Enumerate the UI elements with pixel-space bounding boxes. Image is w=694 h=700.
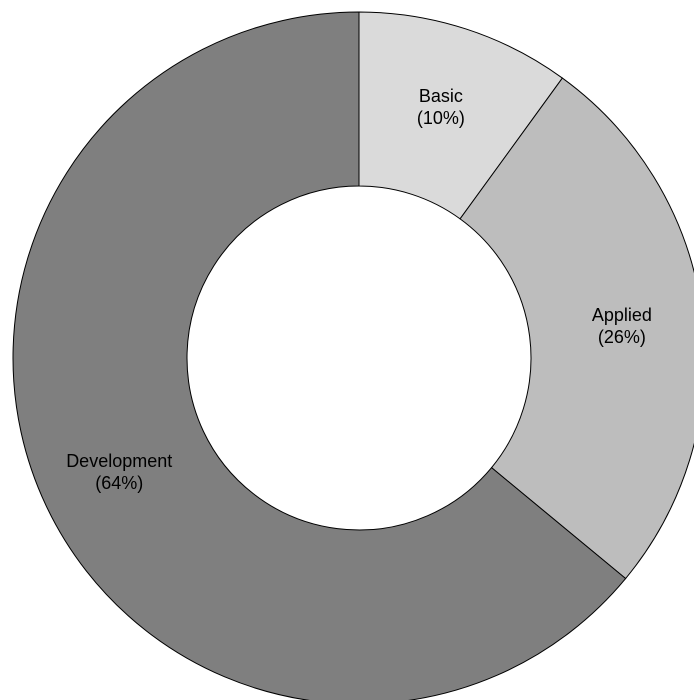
slice-label-development: Development bbox=[66, 451, 172, 471]
slice-development bbox=[12, 11, 627, 700]
slice-applied bbox=[459, 77, 694, 580]
slice-group bbox=[12, 11, 694, 700]
slice-basic bbox=[358, 11, 564, 220]
slice-label-applied: Applied bbox=[592, 305, 652, 325]
slice-percent-development: (64%) bbox=[95, 473, 143, 493]
label-group: Basic(10%) Applied(26%) Development(64%) bbox=[66, 86, 652, 493]
slice-percent-applied: (26%) bbox=[598, 327, 646, 347]
slice-label-basic: Basic bbox=[419, 86, 463, 106]
slice-percent-basic: (10%) bbox=[417, 108, 465, 128]
